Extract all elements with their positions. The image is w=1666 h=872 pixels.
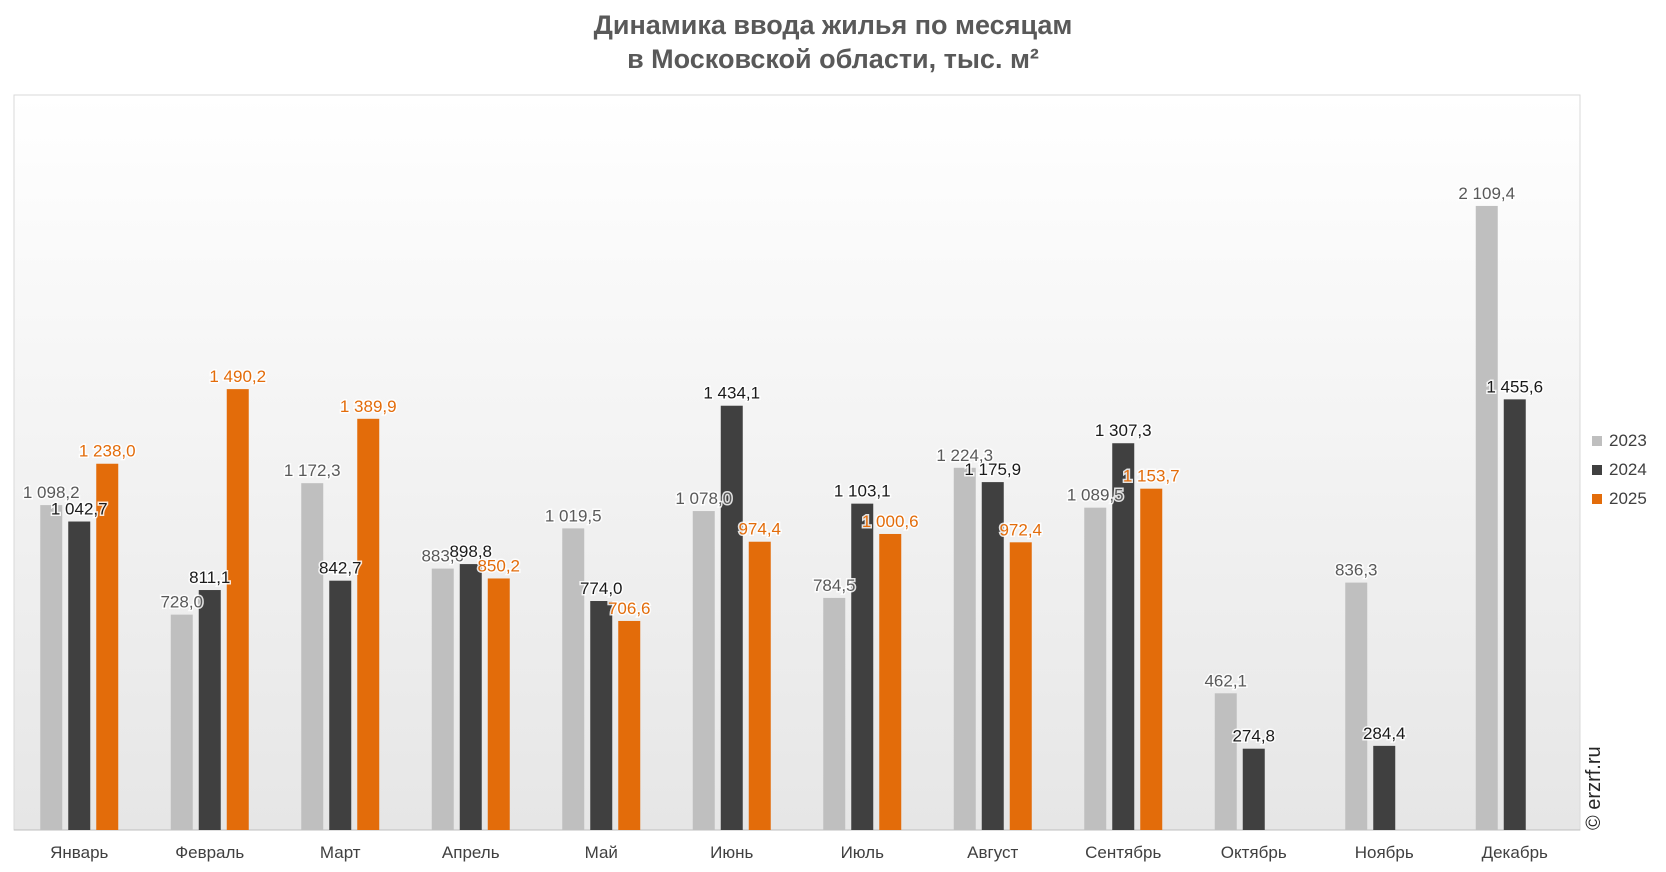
bar-2024-1 — [68, 521, 91, 830]
x-tick-label-8: Август — [967, 843, 1018, 862]
bar-2023-8 — [953, 467, 976, 830]
bar-2025-1 — [96, 463, 119, 830]
bar-2025-6 — [748, 541, 771, 830]
bar-2024-11 — [1373, 745, 1396, 830]
data-label-2025-6: 974,4 — [738, 520, 781, 539]
data-label-2025-2: 1 490,2 — [209, 367, 266, 386]
data-label-2025-9: 1 153,7 — [1123, 467, 1180, 486]
bar-2023-10 — [1214, 693, 1237, 830]
data-label-2023-9: 1 089,5 — [1067, 486, 1124, 505]
bar-2024-2 — [198, 590, 221, 830]
bar-2023-2 — [170, 614, 193, 830]
data-label-2024-8: 1 175,9 — [964, 460, 1021, 479]
x-tick-label-12: Декабрь — [1482, 843, 1548, 862]
data-label-2023-1: 1 098,2 — [23, 483, 80, 502]
legend-swatch-2025 — [1592, 494, 1602, 504]
x-tick-label-9: Сентябрь — [1085, 843, 1161, 862]
data-label-2024-10: 274,8 — [1232, 727, 1275, 746]
bar-2023-7 — [823, 597, 846, 830]
legend-label-2024: 2024 — [1609, 460, 1647, 479]
x-tick-labels: Январь Февраль Март Апрель Май Июнь Июль Август… — [50, 843, 1548, 862]
x-tick-label-1: Январь — [50, 843, 108, 862]
x-tick-label-3: Март — [320, 843, 361, 862]
legend-label-2025: 2025 — [1609, 489, 1647, 508]
data-label-2024-9: 1 307,3 — [1095, 421, 1152, 440]
data-label-2025-8: 972,4 — [999, 520, 1042, 539]
chart-title-line-1: Динамика ввода жилья по месяцам — [593, 10, 1073, 40]
bar-2025-3 — [357, 418, 380, 830]
bar-2024-6 — [720, 405, 743, 830]
bar-2023-12 — [1475, 205, 1498, 830]
data-label-2024-2: 811,1 — [189, 568, 230, 587]
x-tick-label-4: Апрель — [442, 843, 500, 862]
data-label-2023-11: 836,3 — [1335, 561, 1378, 580]
x-tick-label-6: Июнь — [710, 843, 753, 862]
bar-2025-2 — [226, 389, 249, 830]
data-label-2024-3: 842,7 — [319, 559, 362, 578]
chart-title: Динамика ввода жилья по месяцам в Москов… — [0, 8, 1666, 76]
bar-2024-10 — [1242, 748, 1265, 830]
data-label-2024-1: 1 042,7 — [51, 500, 108, 519]
bar-2023-11 — [1345, 582, 1368, 830]
bar-2023-4 — [431, 568, 454, 830]
bar-2024-4 — [459, 564, 482, 830]
x-tick-label-5: Май — [585, 843, 618, 862]
bar-2024-12 — [1503, 399, 1526, 830]
data-label-2025-4: 850,2 — [477, 556, 520, 575]
x-tick-label-10: Октябрь — [1221, 843, 1287, 862]
data-label-2025-7: 1 000,6 — [862, 512, 919, 531]
bar-2023-9 — [1084, 507, 1107, 830]
x-tick-label-11: Ноябрь — [1355, 843, 1414, 862]
data-label-2025-5: 706,6 — [608, 599, 651, 618]
bar-2024-9 — [1112, 443, 1135, 830]
data-label-2024-7: 1 103,1 — [834, 482, 891, 501]
legend: 2023 2024 2025 — [1592, 431, 1647, 508]
copyright-watermark: © erzrf.ru — [1583, 746, 1605, 830]
bar-2025-7 — [879, 533, 902, 830]
chart-title-line-2: в Московской области, тыс. м² — [627, 44, 1039, 74]
data-label-2023-12: 2 109,4 — [1458, 184, 1515, 203]
bar-2025-8 — [1009, 542, 1032, 830]
bar-2024-5 — [590, 601, 613, 830]
data-label-2024-5: 774,0 — [580, 579, 623, 598]
data-label-2023-10: 462,1 — [1204, 671, 1247, 690]
bar-2025-9 — [1140, 488, 1163, 830]
data-label-2023-2: 728,0 — [160, 593, 203, 612]
x-tick-label-7: Июль — [841, 843, 885, 862]
data-label-2025-1: 1 238,0 — [79, 442, 136, 461]
bar-2023-1 — [40, 505, 63, 830]
data-label-2023-4: 883,6 — [421, 547, 464, 566]
data-label-2024-6: 1 434,1 — [703, 384, 760, 403]
data-label-2024-12: 1 455,6 — [1486, 377, 1543, 396]
data-label-2023-8: 1 224,3 — [936, 446, 993, 465]
data-label-2023-3: 1 172,3 — [284, 461, 341, 480]
bar-2024-7 — [851, 503, 874, 830]
legend-label-2023: 2023 — [1609, 431, 1647, 450]
x-tick-label-2: Февраль — [175, 843, 244, 862]
bar-2024-8 — [981, 482, 1004, 830]
bar-2025-5 — [618, 620, 641, 830]
data-label-2024-4: 898,8 — [449, 542, 492, 561]
bar-2023-6 — [692, 511, 715, 830]
legend-swatch-2023 — [1592, 436, 1602, 446]
bar-2023-3 — [301, 483, 324, 830]
bar-2024-3 — [329, 580, 352, 830]
data-label-2024-11: 284,4 — [1363, 724, 1406, 743]
bar-2025-4 — [487, 578, 510, 830]
data-label-2023-7: 784,5 — [813, 576, 856, 595]
data-label-2023-5: 1 019,5 — [545, 506, 602, 525]
plot-background — [13, 94, 1581, 831]
data-label-2025-3: 1 389,9 — [340, 397, 397, 416]
bars-layer — [40, 205, 1526, 830]
legend-swatch-2024 — [1592, 465, 1602, 475]
bar-2023-5 — [562, 528, 585, 830]
data-labels-layer: 1 098,21 042,7 1 238,0 728,0 811,1 1 490,2 1 … — [21, 182, 1544, 747]
data-label-2023-6: 1 078,0 — [675, 489, 732, 508]
